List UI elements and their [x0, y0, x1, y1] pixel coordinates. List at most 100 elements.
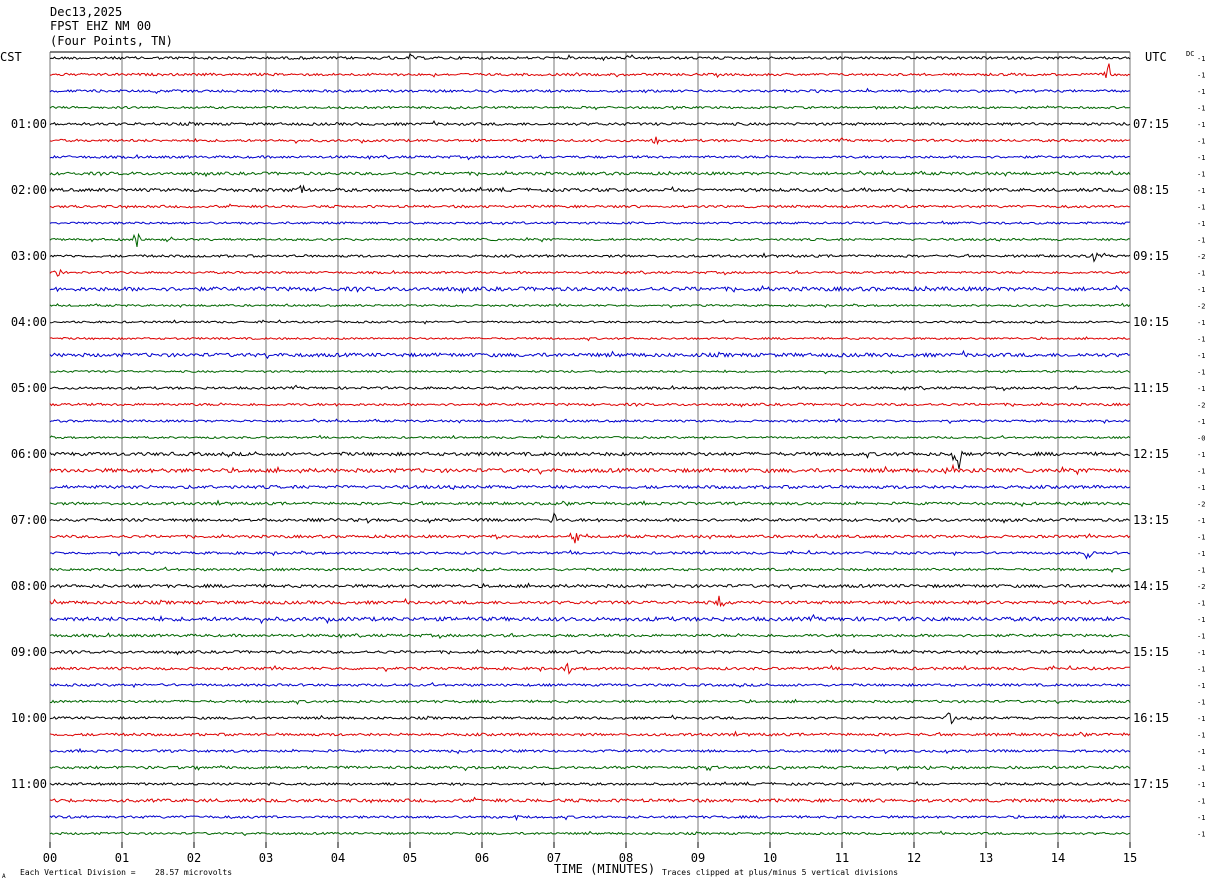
dc-offset-label: -1	[1197, 468, 1205, 476]
seismic-trace	[49, 698, 1131, 706]
hour-label-right: 15:15	[1133, 645, 1169, 659]
dc-offset-label: -1	[1197, 138, 1205, 146]
dc-offset-label: -1	[1197, 270, 1205, 278]
hour-label-left: 07:00	[11, 513, 47, 527]
x-axis-title: TIME (MINUTES)	[554, 862, 655, 876]
hour-label-left: 06:00	[11, 447, 47, 461]
dc-offset-label: -1	[1197, 171, 1205, 179]
hour-label-right: 13:15	[1133, 513, 1169, 527]
dc-label: DC	[1186, 50, 1194, 58]
dc-offset-label: -1	[1197, 649, 1205, 657]
x-tick-label: 00	[43, 851, 57, 865]
grid-layer	[49, 51, 1131, 848]
seismic-trace	[49, 463, 1131, 476]
seismic-trace	[49, 450, 1131, 470]
dc-offset-label: -2	[1197, 253, 1205, 261]
x-tick-label: 07	[547, 851, 561, 865]
seismic-trace	[49, 418, 1131, 425]
hour-label-left: 09:00	[11, 645, 47, 659]
seismic-trace	[49, 764, 1131, 772]
seismic-trace	[49, 154, 1131, 161]
seismic-trace	[49, 136, 1131, 146]
x-tick-label: 14	[1051, 851, 1065, 865]
seismic-trace	[49, 796, 1131, 804]
seismic-trace	[49, 369, 1131, 375]
x-tick-label: 15	[1123, 851, 1137, 865]
seismic-trace	[49, 484, 1131, 491]
dc-offset-label: -1	[1197, 418, 1205, 426]
seismic-trace	[49, 595, 1131, 608]
seismic-trace	[49, 349, 1131, 360]
vertical-division-prefix: Each Vertical Division =	[20, 868, 136, 877]
x-tick-label: 05	[403, 851, 417, 865]
dc-offset-label: -1	[1197, 88, 1205, 96]
trace-layer	[49, 53, 1131, 837]
location-label: (Four Points, TN)	[50, 34, 173, 48]
dc-offset-label: -1	[1197, 484, 1205, 492]
x-tick-label: 10	[763, 851, 777, 865]
seismic-trace	[50, 549, 1131, 560]
dc-offset-label: -1	[1197, 55, 1205, 63]
dc-offset-label: -1	[1197, 72, 1205, 80]
seismic-trace	[49, 499, 1130, 508]
dc-offset-label: -1	[1197, 633, 1205, 641]
seismic-trace	[49, 53, 1131, 62]
hour-label-right: 10:15	[1133, 315, 1169, 329]
x-tick-label: 04	[331, 851, 345, 865]
hour-label-right: 14:15	[1133, 579, 1169, 593]
seismic-trace	[49, 830, 1131, 837]
seismic-trace	[49, 747, 1131, 755]
seismic-trace	[49, 401, 1131, 408]
x-tick-label: 13	[979, 851, 993, 865]
hour-label-right: 07:15	[1133, 117, 1169, 131]
seismic-trace	[49, 648, 1131, 656]
dc-offset-label: -1	[1197, 237, 1205, 245]
dc-offset-label: -1	[1197, 154, 1205, 162]
seismic-trace	[49, 203, 1130, 209]
dc-offset-label: -2	[1197, 402, 1205, 410]
seismic-trace	[49, 662, 1130, 675]
dc-offset-label: -1	[1197, 369, 1205, 377]
dc-offset-label: -1	[1197, 204, 1205, 212]
hour-label-left: 10:00	[11, 711, 47, 725]
hour-label-right: 12:15	[1133, 447, 1169, 461]
dc-offset-label: -1	[1197, 765, 1205, 773]
hour-label-right: 11:15	[1133, 381, 1169, 395]
x-tick-label: 09	[691, 851, 705, 865]
seismic-trace	[49, 120, 1131, 127]
dc-offset-label: -1	[1197, 286, 1205, 294]
seismic-trace	[49, 268, 1131, 277]
dc-offset-label: -1	[1197, 220, 1205, 228]
x-tick-label: 03	[259, 851, 273, 865]
dc-offset-label: -2	[1197, 583, 1205, 591]
hour-label-left: 02:00	[11, 183, 47, 197]
vertical-division-value: 28.57 microvolts	[155, 868, 232, 877]
hour-label-left: 05:00	[11, 381, 47, 395]
x-tick-label: 01	[115, 851, 129, 865]
seismic-trace	[49, 730, 1131, 738]
seismic-trace	[49, 814, 1131, 822]
x-tick-label: 11	[835, 851, 849, 865]
seismic-trace	[49, 613, 1131, 625]
corner-mark: A	[2, 873, 6, 880]
seismic-trace	[49, 302, 1131, 309]
seismic-trace	[49, 512, 1131, 524]
right-timezone-label: UTC	[1145, 50, 1167, 64]
dc-offset-label: -1	[1197, 567, 1205, 575]
dc-offset-label: -1	[1197, 385, 1205, 393]
dc-offset-label: -1	[1197, 699, 1205, 707]
dc-offset-label: -1	[1197, 550, 1205, 558]
seismic-trace	[49, 632, 1131, 640]
dc-offset-label: -1	[1197, 781, 1205, 789]
seismic-trace	[49, 532, 1131, 544]
hour-label-left: 01:00	[11, 117, 47, 131]
seismic-trace	[49, 252, 1131, 263]
hour-label-left: 04:00	[11, 315, 47, 329]
left-timezone-label: CST	[0, 50, 22, 64]
seismic-trace	[49, 780, 1131, 786]
x-tick-label: 12	[907, 851, 921, 865]
hour-label-left: 03:00	[11, 249, 47, 263]
dc-offset-label: -2	[1197, 501, 1205, 509]
hour-label-right: 09:15	[1133, 249, 1169, 263]
